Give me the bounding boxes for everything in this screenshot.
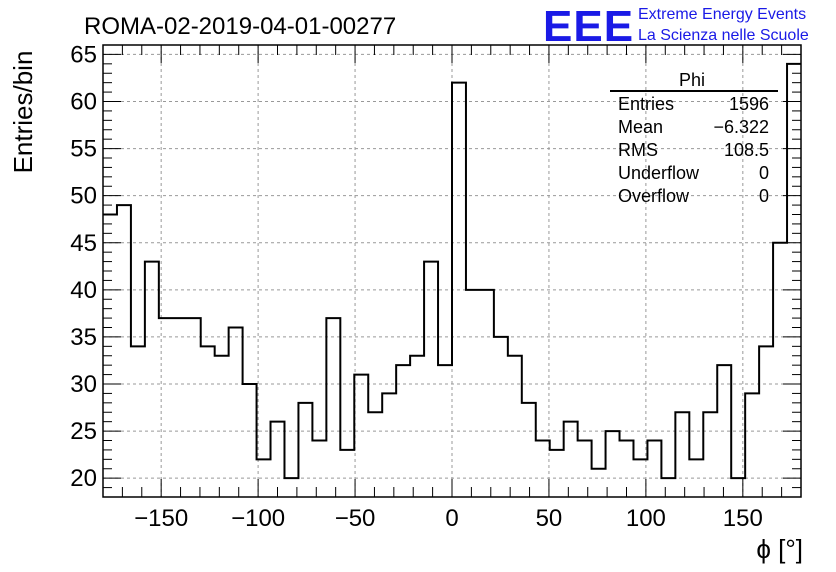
histogram-bin: [326, 318, 340, 497]
histogram-bin: [773, 243, 787, 497]
histogram-bin: [284, 478, 298, 497]
stats-rms-value: 108.5: [724, 140, 769, 160]
histogram-bin: [396, 365, 410, 497]
stats-underflow-value: 0: [759, 163, 769, 183]
histogram-bin: [745, 393, 759, 497]
x-tick-label: 50: [536, 505, 563, 532]
histogram-outline: [103, 62, 801, 480]
histogram-bin: [703, 412, 717, 497]
stats-rms-label: RMS: [618, 140, 658, 160]
stats-box: Phi Entries 1596 Mean −6.322 RMS 108.5 U…: [610, 70, 778, 206]
histogram-bin: [187, 318, 201, 497]
histogram-bin: [298, 403, 312, 497]
histogram-bin: [312, 441, 326, 498]
histogram-bin: [494, 337, 508, 497]
stats-entries-label: Entries: [618, 94, 674, 114]
y-tick-label: 25: [70, 418, 97, 445]
x-tick-label: −50: [335, 505, 376, 532]
histogram-bin: [117, 205, 131, 497]
y-axis-label: Entries/bin: [8, 51, 38, 174]
y-tick-label: 20: [70, 465, 97, 492]
histogram-bin: [480, 290, 494, 497]
eee-logo-line2: La Scienza nelle Scuole: [638, 27, 809, 44]
stats-entries-value: 1596: [729, 94, 769, 114]
histogram-bin: [689, 459, 703, 497]
stats-overflow-value: 0: [759, 186, 769, 206]
histogram-bin: [592, 469, 606, 497]
histogram-bin: [508, 356, 522, 497]
histogram-bin: [647, 441, 661, 498]
eee-logo: EEE Extreme Energy Events La Scienza nel…: [543, 2, 809, 51]
x-axis-label: ϕ [°]: [756, 534, 803, 564]
histogram-bin: [759, 346, 773, 497]
histogram-bin: [661, 478, 675, 497]
histogram-bin: [340, 450, 354, 497]
chart-title: ROMA-02-2019-04-01-00277: [84, 13, 396, 40]
histogram-series: [103, 62, 801, 498]
axes: [102, 44, 802, 498]
histogram-bin: [564, 422, 578, 497]
histogram-bin: [173, 318, 187, 497]
histogram-bin: [215, 356, 229, 497]
histogram-bin: [354, 375, 368, 497]
eee-logo-mark: EEE: [543, 2, 634, 51]
histogram-bin: [145, 262, 159, 497]
y-tick-label: 50: [70, 183, 97, 210]
y-tick-label: 60: [70, 89, 97, 116]
histogram-bin: [368, 412, 382, 497]
histogram-bin: [229, 328, 243, 498]
histogram-bin: [717, 365, 731, 497]
y-tick-label: 35: [70, 324, 97, 351]
histogram-bin: [131, 346, 145, 497]
histogram-bin: [466, 290, 480, 497]
y-tick-label: 40: [70, 277, 97, 304]
histogram-bin: [243, 384, 257, 497]
histogram-bin: [536, 441, 550, 498]
y-tick-label: 30: [70, 371, 97, 398]
histogram-bin: [257, 459, 271, 497]
histogram-bin: [410, 356, 424, 497]
stats-overflow-label: Overflow: [618, 186, 690, 206]
histogram-bin: [675, 412, 689, 497]
y-tick-label: 65: [70, 41, 97, 68]
y-tick-label: 45: [70, 230, 97, 257]
histogram-bin: [550, 450, 564, 497]
histogram-bin: [438, 365, 452, 497]
x-tick-label: −150: [134, 505, 188, 532]
eee-logo-line1: Extreme Energy Events: [638, 6, 806, 23]
x-tick-label: 0: [445, 505, 458, 532]
y-tick-label: 55: [70, 136, 97, 163]
histogram-bin: [424, 262, 438, 497]
histogram-bin: [633, 459, 647, 497]
histogram-bin: [159, 318, 173, 497]
histogram-bin: [271, 422, 285, 497]
histogram-bin: [606, 431, 620, 497]
stats-box-title: Phi: [679, 70, 705, 90]
stats-mean-value: −6.322: [713, 117, 769, 137]
x-tick-label: 100: [626, 505, 666, 532]
x-tick-labels: −150 −100 −50 0 50 100 150: [134, 505, 763, 532]
stats-mean-label: Mean: [618, 117, 663, 137]
y-tick-labels: 20 25 30 35 40 45 50 55 60 65: [70, 41, 97, 492]
x-tick-label: 150: [723, 505, 763, 532]
histogram-bin: [201, 346, 215, 497]
histogram-bin: [382, 393, 396, 497]
histogram-bin: [578, 441, 592, 498]
stats-underflow-label: Underflow: [618, 163, 700, 183]
x-tick-label: −100: [231, 505, 285, 532]
histogram-bin: [522, 403, 536, 497]
histogram-bin: [452, 83, 466, 497]
